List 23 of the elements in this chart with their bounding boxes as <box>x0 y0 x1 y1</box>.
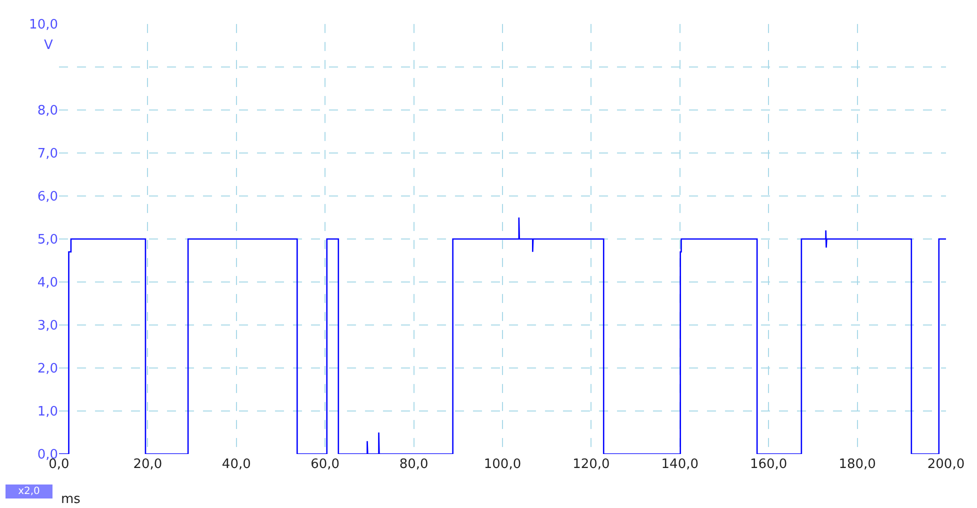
y-tick-label: 2,0 <box>37 362 58 377</box>
x-tick-label: 180,0 <box>838 457 876 472</box>
y-axis-title: V <box>44 38 53 53</box>
x-tick-label: 100,0 <box>484 457 522 472</box>
y-tick-label: 6,0 <box>37 190 58 205</box>
x-tick-label: 160,0 <box>750 457 788 472</box>
x-tick-label: 200,0 <box>927 457 965 472</box>
text: x2,0 <box>18 486 40 497</box>
y-tick-label: 1,0 <box>37 404 58 420</box>
y-tick-label: 4,0 <box>37 276 58 291</box>
y-tick-label: 10,0 <box>29 18 58 33</box>
y-tick-label: 7,0 <box>37 146 58 162</box>
x-tick-label: 60,0 <box>310 457 340 472</box>
y-tick-label: 3,0 <box>37 318 58 334</box>
x-tick-label: 80,0 <box>399 457 428 472</box>
line-series <box>59 216 946 454</box>
x-axis-title: ms <box>61 492 81 507</box>
x-tick-label: 140,0 <box>661 457 699 472</box>
x-tick-label: 120,0 <box>572 457 610 472</box>
y-tick-label: 8,0 <box>37 104 58 119</box>
x-tick-label: 40,0 <box>222 457 251 472</box>
x-tick-label: 20,0 <box>133 457 162 472</box>
y-tick-label: 5,0 <box>37 232 58 248</box>
